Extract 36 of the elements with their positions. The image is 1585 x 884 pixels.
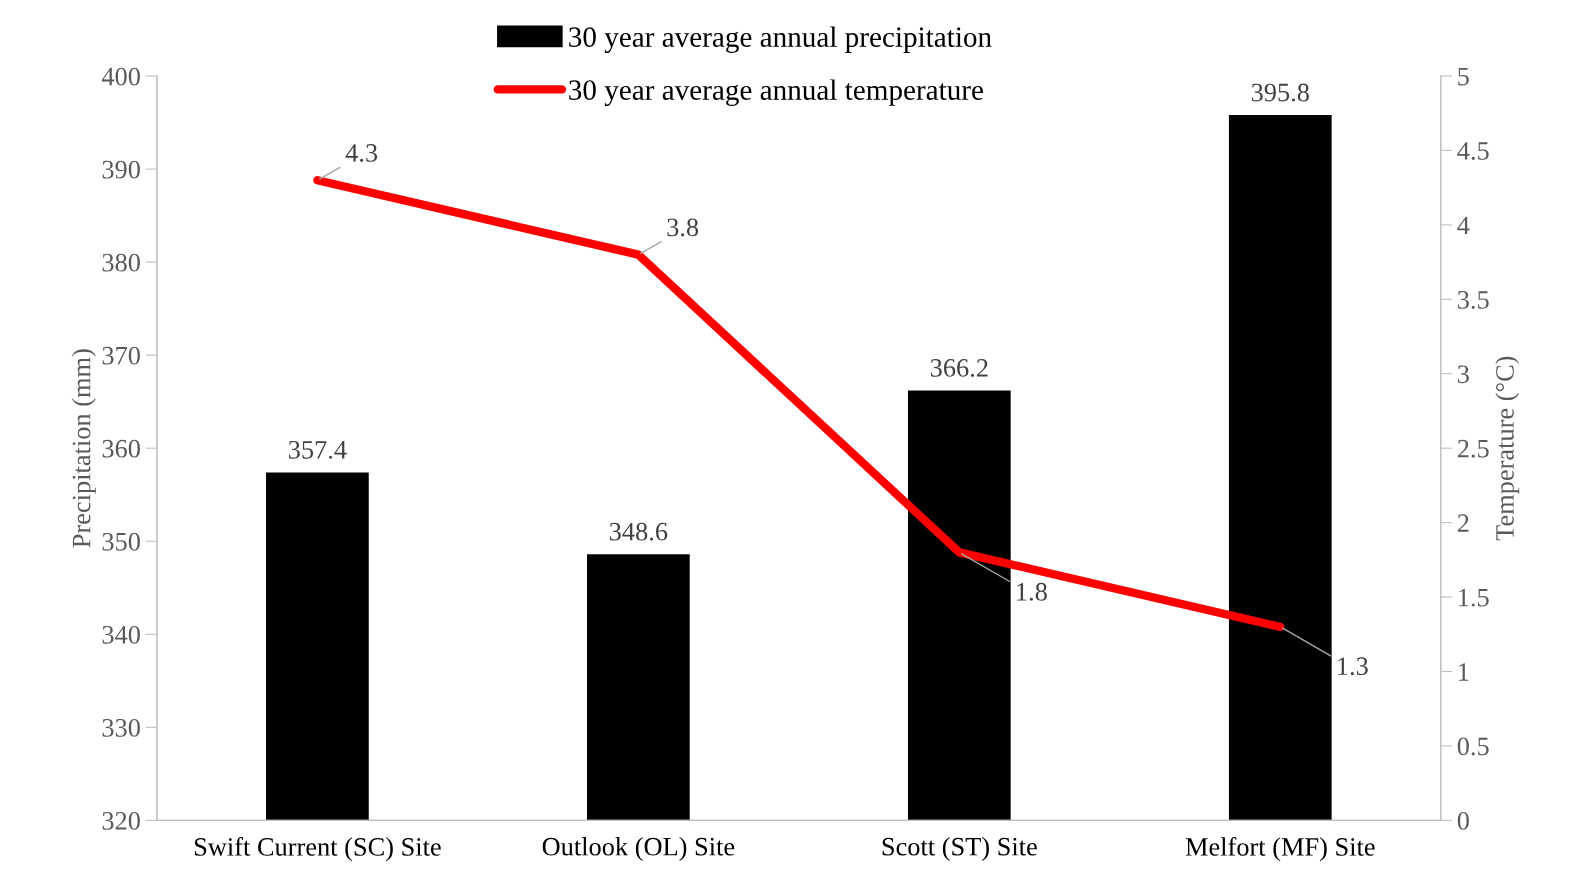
x-tick-label: Swift Current (SC) Site	[194, 837, 441, 862]
y-tick-label: 390	[102, 160, 140, 179]
data-label: 348.6	[609, 522, 668, 541]
y2-tick-label: 3.5	[1458, 291, 1489, 309]
x-tick-label: Scott (ST) Site	[882, 837, 1037, 861]
y2-tick-label: 5	[1458, 67, 1469, 86]
y2-tick-label: 1.5	[1459, 588, 1489, 607]
y-tick-label: 400	[101, 67, 140, 86]
x-tick-label: Melfort (MF) Site	[1185, 837, 1375, 862]
y-tick-label: 340	[102, 625, 140, 644]
y2-tick-label: 2.5	[1457, 439, 1489, 458]
y-tick-label: 320	[102, 811, 140, 830]
data-label: 357.4	[288, 440, 347, 459]
y2-tick-label: 4.5	[1457, 142, 1489, 160]
data-label: 1.8	[1017, 582, 1047, 601]
y2-tick-label: 0.5	[1457, 737, 1489, 756]
data-label: 4.3	[345, 144, 378, 162]
y-tick-label: 350	[102, 532, 140, 551]
y-axis-title: Precipitation (mm)	[71, 349, 96, 548]
data-label: 1.3	[1338, 657, 1368, 676]
y2-tick-label: 0	[1457, 811, 1469, 830]
data-label: 366.2	[930, 359, 988, 377]
data-label: 3.8	[667, 218, 699, 237]
data-label: 395.8	[1251, 83, 1309, 102]
x-tick-label: Outlook (OL) Site	[542, 837, 735, 861]
y2-tick-label: 4	[1457, 216, 1470, 235]
y-tick-label: 360	[102, 439, 140, 458]
y2-axis-title: Temperature (°C)	[1495, 356, 1520, 541]
y2-tick-label: 2	[1457, 514, 1469, 532]
y2-tick-label: 1	[1459, 663, 1469, 681]
y-tick-label: 370	[102, 346, 140, 365]
legend-label: 30 year average annual precipitation	[569, 26, 992, 53]
y-tick-label: 380	[102, 253, 140, 272]
y-tick-label: 330	[102, 718, 140, 737]
legend-label: 30 year average annual temperature	[569, 79, 983, 106]
y2-tick-label: 3	[1458, 365, 1469, 384]
